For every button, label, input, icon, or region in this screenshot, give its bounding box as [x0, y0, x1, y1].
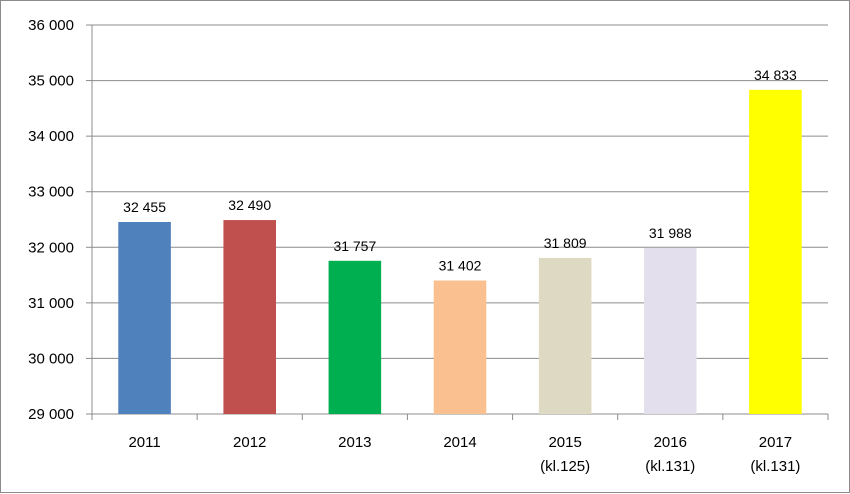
x-category-label: 2014: [443, 434, 476, 451]
x-category-label: 2016: [654, 434, 687, 451]
bar: [328, 260, 382, 414]
x-category-label: 2017: [759, 434, 792, 451]
y-tick-label: 36 000: [28, 17, 74, 34]
x-category-label: 2013: [338, 434, 371, 451]
bar: [223, 220, 276, 414]
y-tick-label: 31 000: [28, 295, 74, 312]
x-category-label: (kl.131): [645, 458, 695, 475]
data-label: 32 455: [123, 199, 166, 215]
y-tick-label: 33 000: [28, 184, 74, 201]
data-label: 34 833: [754, 67, 797, 83]
bar: [749, 89, 802, 414]
bar: [644, 247, 697, 414]
data-label: 31 988: [649, 225, 692, 241]
x-category-label: (kl.131): [750, 458, 800, 475]
y-tick-label: 30 000: [28, 350, 74, 367]
y-tick-label: 35 000: [28, 73, 74, 90]
data-label: 32 490: [228, 197, 271, 213]
x-category-label: 2015: [548, 434, 581, 451]
bar: [433, 280, 487, 414]
y-tick-label: 32 000: [28, 239, 74, 256]
y-tick-label: 34 000: [28, 128, 74, 145]
x-category-label: 2012: [233, 434, 266, 451]
data-label: 31 757: [333, 238, 376, 254]
bar: [538, 257, 592, 414]
data-label: 31 809: [544, 235, 587, 251]
y-tick-label: 29 000: [28, 406, 74, 423]
bar: [118, 222, 171, 414]
x-category-label: (kl.125): [540, 458, 590, 475]
data-label: 31 402: [439, 258, 482, 274]
x-category-label: 2011: [128, 434, 160, 451]
